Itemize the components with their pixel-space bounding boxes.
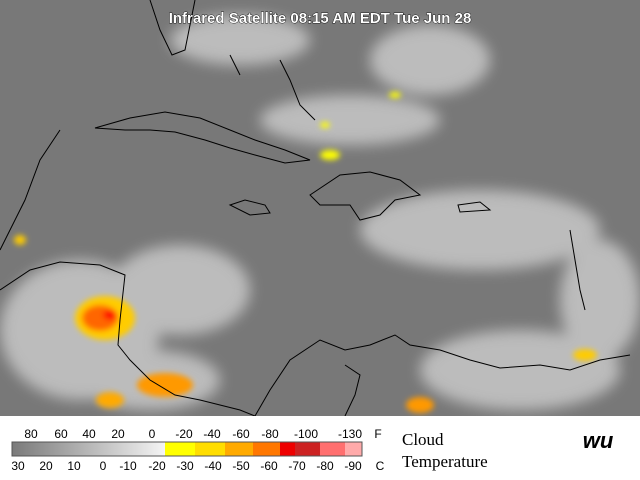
celsius-label: -40 — [204, 459, 222, 473]
fahrenheit-label: 0 — [149, 427, 156, 441]
celsius-label: 10 — [67, 459, 81, 473]
legend-caption: Temperature — [402, 452, 488, 471]
logo: wu — [583, 428, 614, 453]
celsius-label: 0 — [100, 459, 107, 473]
celsius-label: 30 — [11, 459, 25, 473]
map-title: Infrared Satellite 08:15 AM EDT Tue Jun … — [169, 10, 472, 27]
legend — [0, 416, 640, 480]
fahrenheit-label: 80 — [24, 427, 38, 441]
fahrenheit-label: -130 — [338, 427, 362, 441]
celsius-label: -50 — [232, 459, 250, 473]
celsius-label: -90 — [344, 459, 362, 473]
celsius-label: 20 — [39, 459, 53, 473]
fahrenheit-label: 40 — [82, 427, 96, 441]
celsius-label: -20 — [148, 459, 166, 473]
fahrenheit-label: -80 — [261, 427, 279, 441]
fahrenheit-label: -40 — [203, 427, 221, 441]
celsius-label: -70 — [288, 459, 306, 473]
fahrenheit-label: 20 — [111, 427, 125, 441]
celsius-unit: C — [376, 459, 385, 473]
legend-caption: Cloud — [402, 430, 444, 449]
fahrenheit-label: -20 — [175, 427, 193, 441]
fahrenheit-label: -100 — [294, 427, 318, 441]
celsius-label: -80 — [316, 459, 334, 473]
fahrenheit-label: -60 — [232, 427, 250, 441]
fahrenheit-unit: F — [374, 427, 381, 441]
fahrenheit-label: 60 — [54, 427, 68, 441]
celsius-label: -10 — [119, 459, 137, 473]
logo-text: wu — [583, 428, 614, 453]
celsius-label: -30 — [176, 459, 194, 473]
celsius-label: -60 — [260, 459, 278, 473]
satellite-map — [0, 0, 640, 417]
